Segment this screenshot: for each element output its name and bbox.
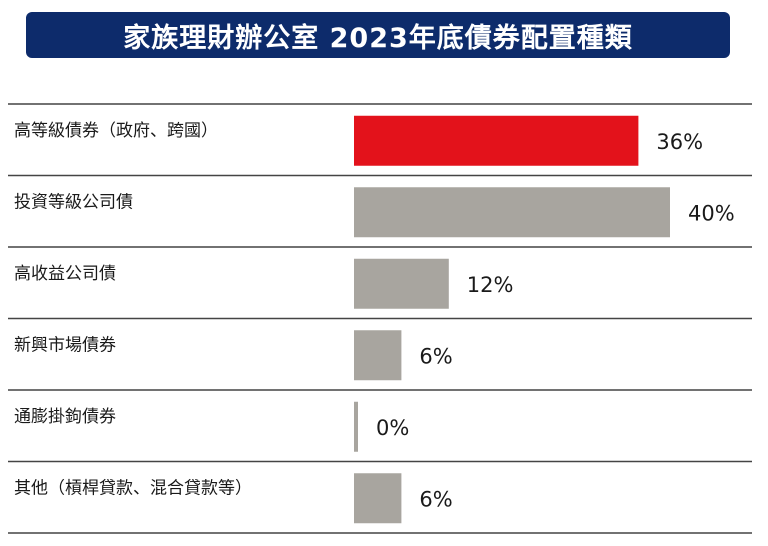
chart-title: 家族理財辦公室 2023年底債券配置種類 <box>123 22 633 54</box>
bar <box>354 187 670 238</box>
category-label: 通膨掛鉤債券 <box>14 407 116 427</box>
value-label: 6% <box>419 344 452 368</box>
category-label: 新興市場債券 <box>14 336 116 356</box>
bar <box>354 473 402 524</box>
value-label: 40% <box>688 201 735 225</box>
value-label: 12% <box>467 273 514 297</box>
chart-title-banner: 家族理財辦公室 2023年底債券配置種類 <box>26 12 730 58</box>
category-label: 高等級債券（政府、跨國） <box>14 121 218 141</box>
value-label: 0% <box>376 416 409 440</box>
bar <box>354 115 639 166</box>
bar <box>354 401 358 452</box>
value-label: 6% <box>419 487 452 511</box>
category-label: 投資等級公司債 <box>14 193 133 213</box>
category-label: 高收益公司債 <box>14 264 116 284</box>
category-label: 其他（槓桿貸款、混合貸款等） <box>14 479 252 499</box>
value-label: 36% <box>656 130 703 154</box>
bar <box>354 330 402 381</box>
bar <box>354 258 449 309</box>
